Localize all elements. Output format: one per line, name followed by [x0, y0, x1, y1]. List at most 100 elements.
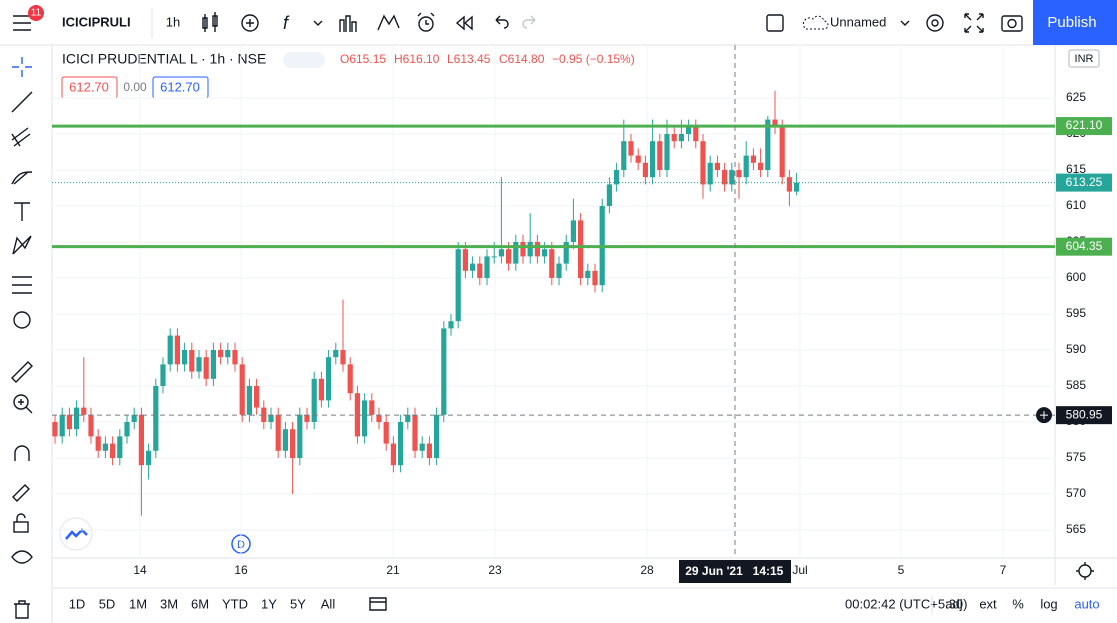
symbol[interactable]: ICICIPRULI: [62, 14, 131, 29]
layout-name[interactable]: Unnamed: [830, 14, 886, 29]
svg-text:f: f: [283, 13, 290, 33]
scale-option[interactable]: adj: [945, 596, 962, 611]
scale-option[interactable]: auto: [1074, 596, 1099, 611]
candle-body: [74, 407, 80, 430]
candle-body: [275, 414, 281, 451]
y-tick-label: 570: [1066, 486, 1086, 500]
candle-body: [671, 133, 677, 142]
icon-tool[interactable]: [13, 311, 31, 329]
candle-body: [174, 335, 180, 365]
alert-button[interactable]: [417, 12, 435, 32]
clock: 00:02:42 (UTC+5:30): [845, 596, 967, 611]
candle-body: [484, 256, 490, 278]
range-button[interactable]: YTD: [222, 596, 248, 611]
replay-button[interactable]: [455, 15, 473, 31]
compare-button[interactable]: [377, 14, 400, 31]
range-button[interactable]: 1D: [69, 596, 86, 611]
candle-body: [254, 385, 260, 408]
candle-body: [779, 126, 785, 178]
x-tick-label: Jul: [792, 563, 807, 577]
candle-body: [81, 407, 87, 415]
legend-title: ICICI PRUDENTIAL L · 1h · NSE: [62, 51, 266, 67]
candle-body: [203, 357, 209, 379]
x-tick-label: 14: [133, 563, 147, 577]
prediction-tool[interactable]: [12, 276, 32, 294]
layout-button[interactable]: [766, 14, 784, 32]
candle-body: [390, 443, 396, 466]
indicator-button[interactable]: [241, 14, 259, 32]
legend-toggle[interactable]: [283, 52, 325, 68]
candle-body: [786, 177, 792, 192]
candle-body: [398, 421, 404, 466]
interval[interactable]: 1h: [166, 14, 180, 29]
range-button[interactable]: 3M: [160, 596, 178, 611]
candle-body: [369, 400, 375, 415]
fullscreen-button[interactable]: [964, 13, 984, 33]
candle-body: [498, 249, 504, 257]
dropdown-arrow[interactable]: [900, 20, 910, 26]
candle-body: [268, 414, 274, 422]
candle-body: [556, 263, 562, 278]
lock-tool[interactable]: [13, 513, 29, 533]
undo-button[interactable]: [495, 15, 509, 29]
candle-body: [513, 241, 519, 264]
candle-body: [462, 249, 468, 271]
publish-button[interactable]: [1033, 0, 1117, 45]
scale-option[interactable]: log: [1040, 596, 1057, 611]
candle-body: [376, 414, 382, 422]
candle-body: [88, 414, 94, 437]
redo-button[interactable]: [522, 15, 536, 29]
range-button[interactable]: 6M: [191, 596, 209, 611]
candle-body: [318, 378, 324, 401]
snapshot-button[interactable]: [1001, 15, 1023, 32]
crosshair-tool[interactable]: [12, 57, 32, 77]
candle-body: [722, 169, 728, 185]
range-button[interactable]: All: [321, 596, 336, 611]
trendline-tool[interactable]: [11, 91, 33, 113]
publish-label[interactable]: Publish: [1047, 14, 1096, 31]
date-range-button[interactable]: [369, 597, 387, 611]
ruler-tool[interactable]: [11, 361, 33, 383]
visibility-tool[interactable]: [11, 550, 33, 564]
template-button[interactable]: [339, 15, 357, 32]
y-tick-label: 565: [1066, 522, 1086, 536]
scale-option[interactable]: %: [1012, 596, 1024, 611]
candle-body: [66, 414, 72, 430]
magnet-tool[interactable]: [14, 445, 30, 461]
currency-box[interactable]: [1068, 49, 1100, 68]
candle-body: [765, 119, 771, 170]
range-button[interactable]: 1M: [129, 596, 147, 611]
candle-body: [743, 155, 749, 178]
x-tick-label: 23: [488, 563, 502, 577]
price-label-box: [1056, 117, 1112, 136]
settings-button[interactable]: [926, 14, 944, 32]
candle-body: [592, 270, 598, 286]
lock-draw-tool[interactable]: [12, 484, 30, 502]
zoom-tool[interactable]: [13, 394, 33, 414]
fx-button[interactable]: f: [283, 13, 323, 33]
y-tick-label: 625: [1066, 90, 1086, 104]
candle-body: [340, 349, 346, 365]
range-button[interactable]: 5D: [99, 596, 116, 611]
candle-body: [146, 450, 152, 466]
fib-tool[interactable]: [11, 127, 31, 147]
range-button[interactable]: 5Y: [290, 596, 306, 611]
candle-body: [534, 241, 540, 257]
scale-option[interactable]: ext: [979, 596, 997, 611]
menu-button[interactable]: [13, 15, 31, 31]
crosshair-price-box: [1056, 406, 1112, 425]
trash-tool[interactable]: [14, 600, 30, 619]
range-button[interactable]: 1Y: [261, 596, 277, 611]
candle-body: [59, 414, 65, 437]
candle-body: [362, 400, 368, 437]
text-tool[interactable]: [14, 202, 30, 221]
candle-body: [578, 220, 584, 278]
axis-settings[interactable]: [1076, 562, 1094, 580]
brush-tool[interactable]: [11, 171, 33, 185]
bid: 612.70: [69, 79, 109, 94]
chart-type-button[interactable]: [202, 12, 218, 32]
legend-low: L613.45: [447, 52, 491, 66]
legend-high: H616.10: [394, 52, 440, 66]
pattern-tool[interactable]: [12, 235, 32, 255]
